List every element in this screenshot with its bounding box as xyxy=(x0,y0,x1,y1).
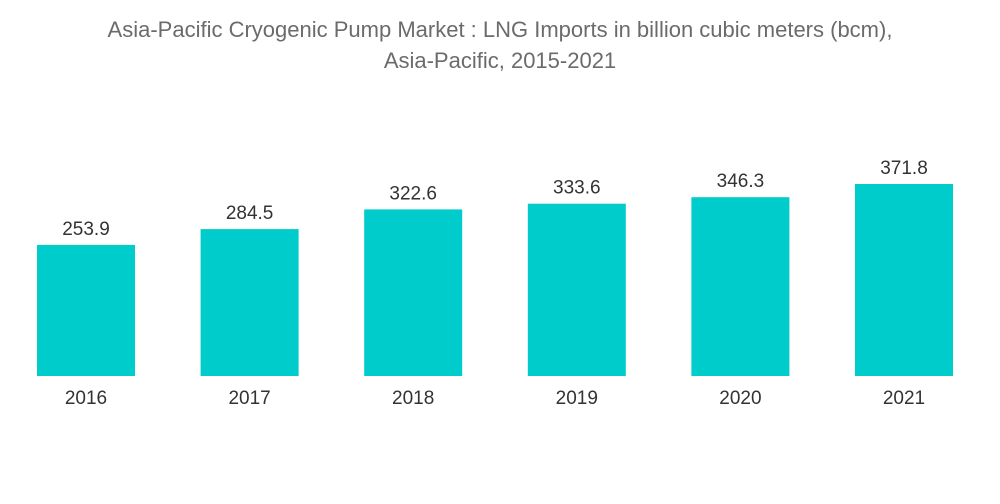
x-tick-label-2018: 2018 xyxy=(392,388,434,409)
x-tick-label-2019: 2019 xyxy=(556,388,598,409)
bar-2019 xyxy=(527,203,626,376)
bar-2016 xyxy=(37,244,135,376)
data-label-2016: 253.9 xyxy=(62,219,110,240)
x-tick-label-2016: 2016 xyxy=(65,388,107,409)
x-tick-label-2020: 2020 xyxy=(719,388,761,409)
bar-2017 xyxy=(200,229,299,376)
bar-2021 xyxy=(855,184,953,376)
bars-layer xyxy=(37,184,953,376)
data-label-2019: 333.6 xyxy=(553,178,601,199)
chart-title-line-2: Asia-Pacific, 2015-2021 xyxy=(383,48,617,73)
chart-title-line-1: Asia-Pacific Cryogenic Pump Market : LNG… xyxy=(107,17,893,42)
bar-2020 xyxy=(691,197,790,376)
chart-title: Asia-Pacific Cryogenic Pump Market : LNG… xyxy=(0,14,1000,76)
bar-2018 xyxy=(364,209,463,376)
data-label-2020: 346.3 xyxy=(717,171,765,192)
x-tick-label-2021: 2021 xyxy=(883,388,925,409)
data-labels-layer: 253.9 284.5 322.6 333.6 346.3 371.8 xyxy=(62,158,928,240)
data-label-2021: 371.8 xyxy=(880,158,928,179)
x-axis-ticks: 2016 2017 2018 2019 2020 2021 xyxy=(65,388,925,409)
data-label-2017: 284.5 xyxy=(226,203,274,224)
data-label-2018: 322.6 xyxy=(389,183,437,204)
x-tick-label-2017: 2017 xyxy=(228,388,270,409)
